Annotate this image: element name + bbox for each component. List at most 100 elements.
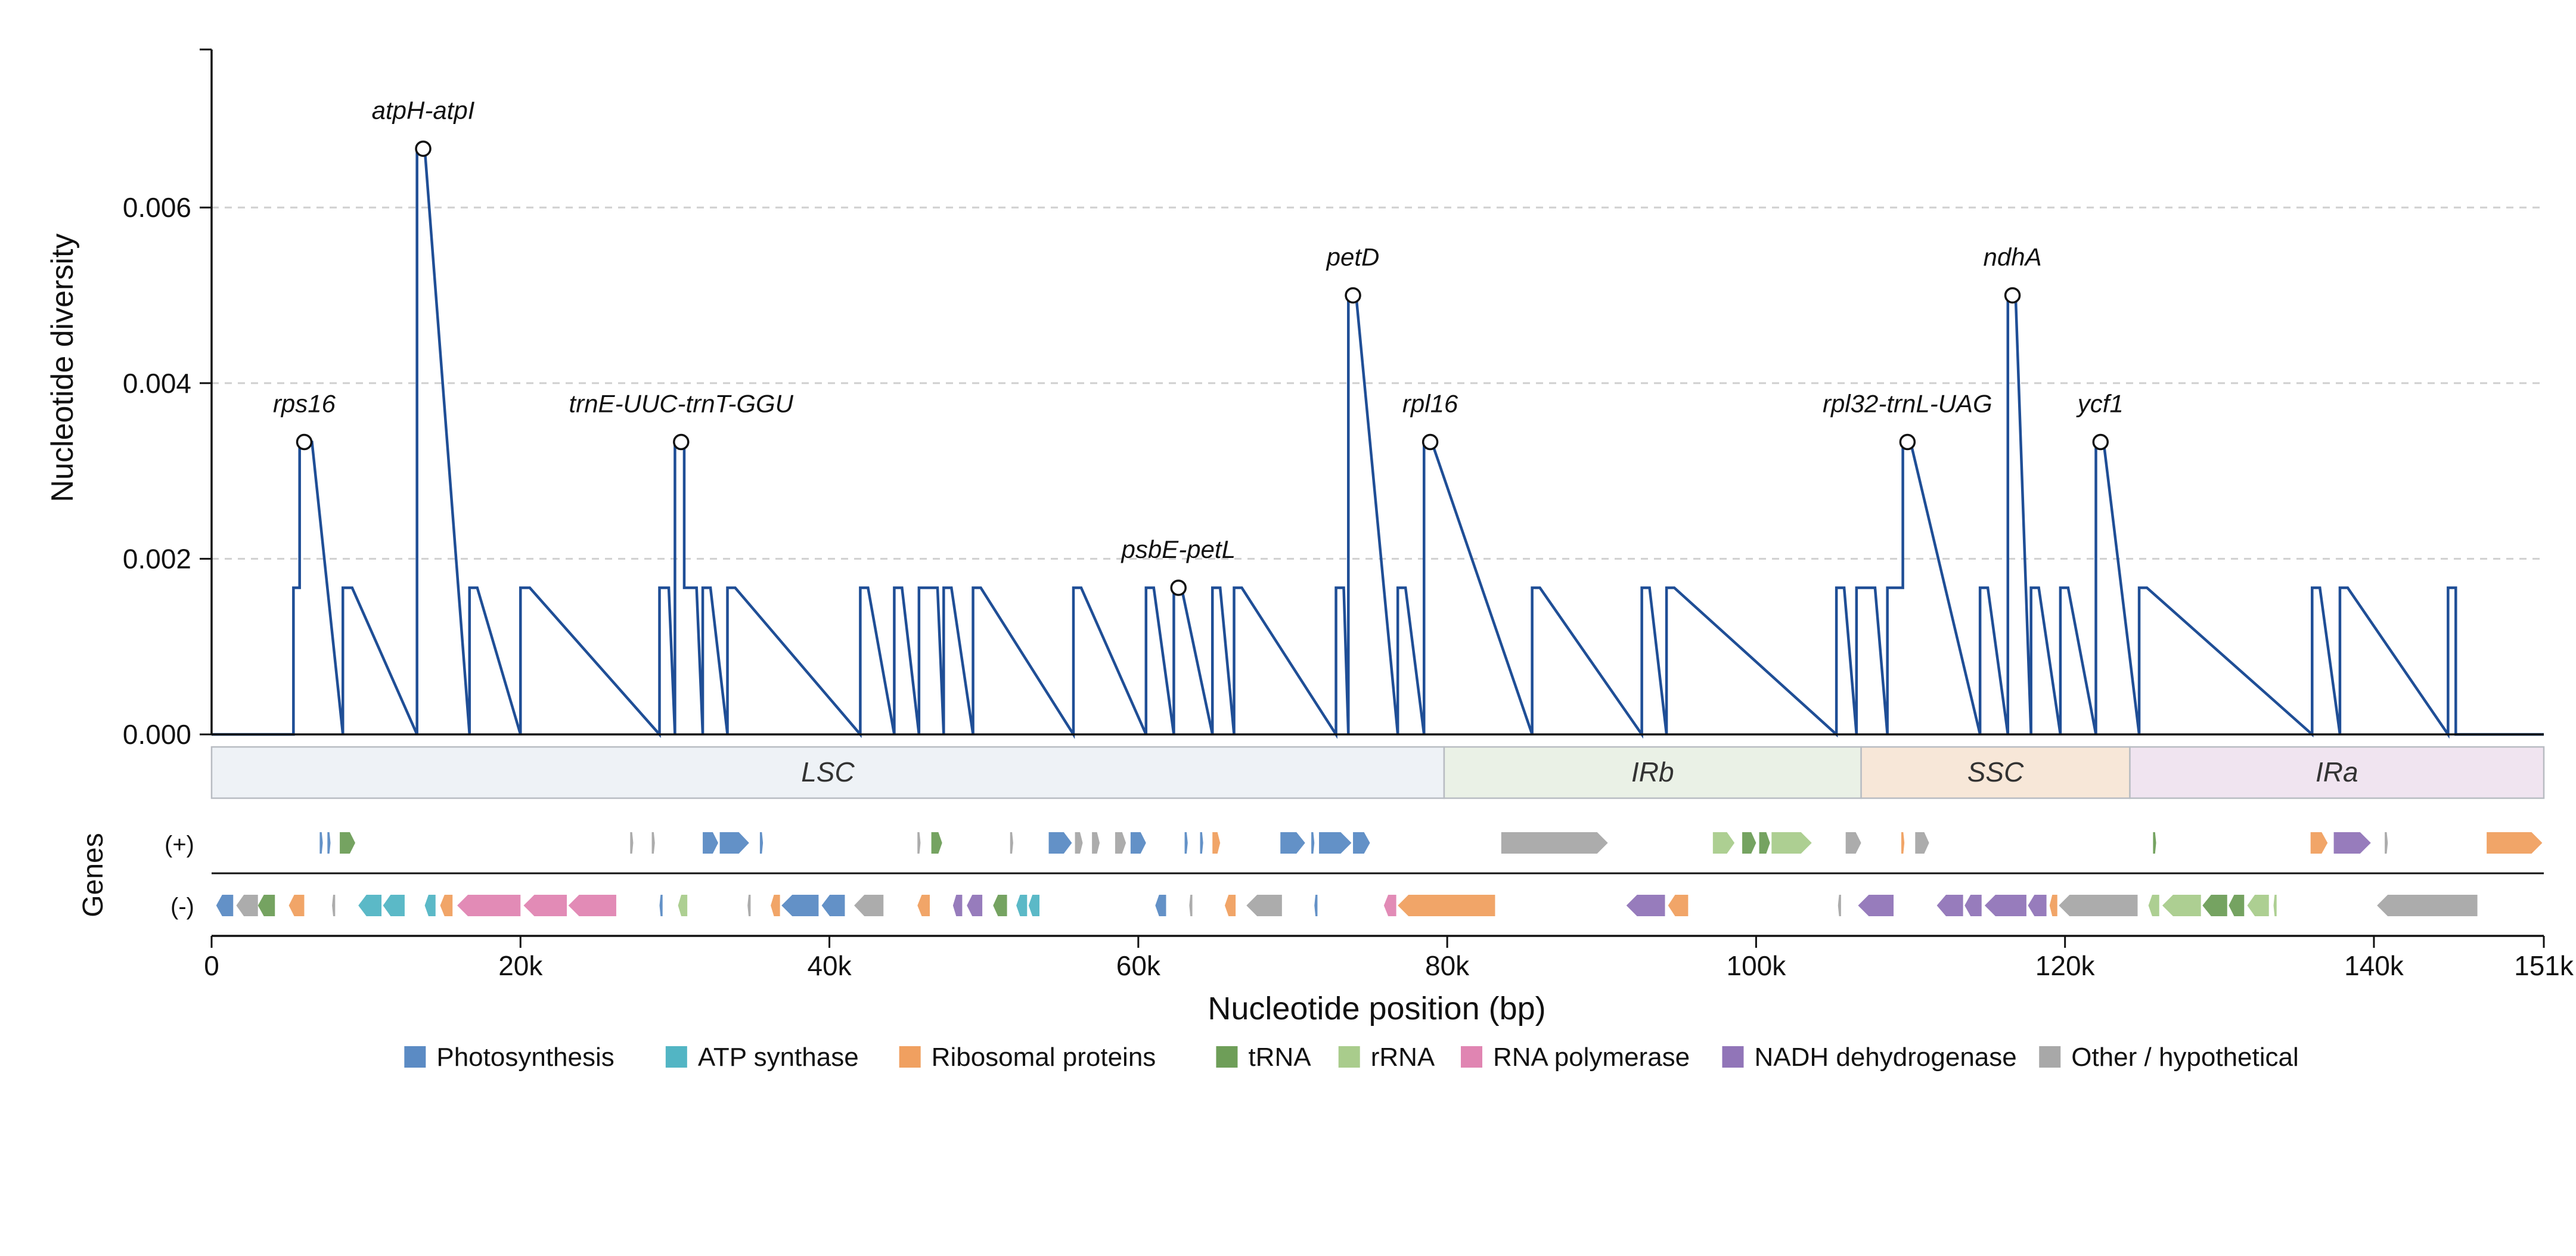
legend-swatch	[899, 1046, 921, 1068]
peak-annotations: rps16 atpH-atpI trnE-UUC-trnT-GGU psbE-petL…	[273, 96, 2124, 596]
gene-minus	[1383, 895, 1396, 916]
gene-minus	[2273, 895, 2277, 916]
region-bar: LSC IRb SSC IRa	[210, 746, 2545, 799]
x-tick-label: 80k	[1425, 950, 1470, 981]
gene-minus	[1155, 895, 1166, 916]
x-tick-label: 100k	[1727, 950, 1787, 981]
gene-plus	[651, 832, 655, 854]
x-tick-label: 151k	[2514, 950, 2574, 981]
legend-label: NADH dehydrogenase	[1754, 1043, 2016, 1072]
peak-marker	[1422, 433, 1439, 451]
gene-minus	[678, 895, 688, 916]
peak-label: ycf1	[2076, 389, 2124, 417]
legend-label: ATP synthase	[698, 1043, 859, 1072]
gene-minus	[523, 895, 567, 916]
gene-minus	[1016, 895, 1028, 916]
peak-marker	[2092, 433, 2109, 451]
gene-plus	[917, 832, 921, 854]
gene-minus	[236, 895, 258, 916]
gene-plus	[931, 832, 942, 854]
gene-track	[212, 832, 2544, 937]
gene-plus	[1319, 832, 1352, 854]
gene-plus	[2333, 832, 2371, 854]
gene-plus	[1184, 832, 1188, 854]
legend-label: Other / hypothetical	[2071, 1043, 2299, 1072]
gene-minus	[1224, 895, 1236, 916]
gene-minus	[1626, 895, 1665, 916]
gene-track-label: Genes	[77, 833, 109, 917]
peak-marker	[2004, 287, 2021, 304]
gene-minus	[917, 895, 930, 916]
gene-minus	[1668, 895, 1689, 916]
gene-minus	[1189, 895, 1193, 916]
grid-lines	[212, 206, 2544, 560]
axes: 0.000 0.002 0.004 0.006 0 20k 40k 60k 80k 100k 120…	[123, 48, 2574, 981]
gene-plus	[2153, 832, 2156, 854]
legend: Photosynthesis ATP synthase Ribosomal prot…	[404, 1043, 2299, 1072]
gene-plus	[1742, 832, 1756, 854]
x-tick-label: 140k	[2344, 950, 2404, 981]
gene-minus	[332, 895, 336, 916]
legend-swatch	[1461, 1046, 1482, 1068]
gene-minus	[2028, 895, 2047, 916]
peak-label: petD	[1326, 243, 1380, 271]
gene-plus	[1200, 832, 1203, 854]
gene-plus	[1010, 832, 1013, 854]
gene-minus	[568, 895, 616, 916]
legend-swatch	[404, 1046, 426, 1068]
x-tick-label: 60k	[1116, 950, 1161, 981]
y-tick-label: 0.006	[123, 192, 191, 223]
legend-swatch	[1722, 1046, 1744, 1068]
legend-label: Ribosomal proteins	[932, 1043, 1156, 1072]
gene-plus	[1092, 832, 1100, 854]
peak-marker	[1170, 579, 1187, 596]
gene-minus	[2059, 895, 2138, 916]
gene-minus	[993, 895, 1007, 916]
gene-plus	[1845, 832, 1861, 854]
gene-plus	[630, 832, 634, 854]
gene-minus	[1314, 895, 1318, 916]
region-label: SSC	[1967, 756, 2024, 787]
gene-plus	[1115, 832, 1126, 854]
gene-plus	[1075, 832, 1083, 854]
gene-minus	[216, 895, 234, 916]
gene-minus	[2162, 895, 2201, 916]
gene-minus	[257, 895, 275, 916]
y-tick-label: 0.002	[123, 543, 191, 574]
gene-minus	[952, 895, 963, 916]
gene-minus	[383, 895, 405, 916]
gene-minus	[771, 895, 780, 916]
peak-marker	[296, 433, 313, 451]
gene-plus	[703, 832, 718, 854]
legend-label: RNA polymerase	[1493, 1043, 1690, 1072]
gene-minus	[1936, 895, 1963, 916]
peak-label: rps16	[273, 389, 336, 417]
gene-plus	[1311, 832, 1315, 854]
region-label: LSC	[801, 756, 855, 787]
minus-strand-label: (-)	[170, 894, 194, 920]
legend-swatch	[1216, 1046, 1238, 1068]
gene-plus	[1130, 832, 1146, 854]
gene-plus	[1048, 832, 1072, 854]
gene-minus	[1858, 895, 1894, 916]
x-tick-label: 20k	[498, 950, 543, 981]
legend-label: rRNA	[1371, 1043, 1435, 1072]
gene-minus	[2148, 895, 2159, 916]
legend-swatch	[665, 1046, 687, 1068]
gene-minus	[967, 895, 983, 916]
peak-marker	[1345, 287, 1361, 304]
gene-minus	[821, 895, 845, 916]
peak-label: trnE-UUC-trnT-GGU	[569, 389, 794, 417]
gene-minus	[659, 895, 663, 916]
gene-plus	[319, 832, 323, 854]
gene-minus	[288, 895, 305, 916]
gene-minus	[2202, 895, 2227, 916]
gene-plus	[1501, 832, 1608, 854]
gene-minus	[1028, 895, 1039, 916]
gene-plus	[1901, 832, 1905, 854]
gene-plus	[327, 832, 331, 854]
gene-minus	[2247, 895, 2269, 916]
peak-label: psbE-petL	[1120, 535, 1235, 563]
